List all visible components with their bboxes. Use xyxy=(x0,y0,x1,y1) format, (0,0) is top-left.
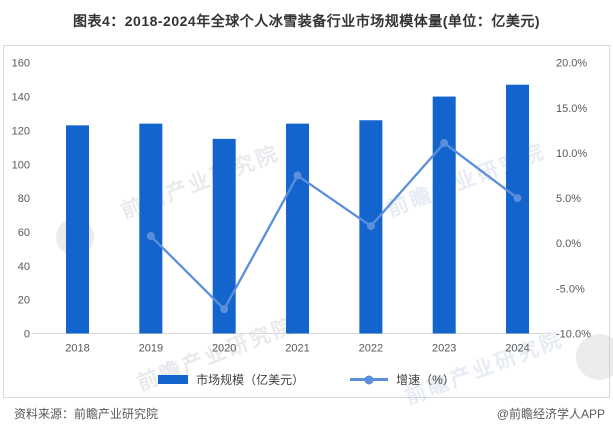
source-text: 资料来源：前瞻产业研究院 xyxy=(14,407,159,421)
bar-2023 xyxy=(432,96,456,334)
right-axis-tick: 0.0% xyxy=(556,238,581,250)
bar-2020 xyxy=(212,138,236,334)
growth-point xyxy=(146,232,155,241)
right-axis-tick: 15.0% xyxy=(556,103,587,115)
left-axis-tick: 100 xyxy=(12,159,30,171)
legend-item-growth: 增速（%） xyxy=(350,371,455,388)
right-axis-tick: 5.0% xyxy=(556,193,581,205)
left-axis-tick: 20 xyxy=(18,295,30,307)
bar-2024 xyxy=(506,84,530,334)
right-axis-tick: -10.0% xyxy=(556,329,591,341)
left-axis-tick: 60 xyxy=(18,227,30,239)
credit-text: @前瞻经济学人APP xyxy=(496,407,605,421)
bar-2021 xyxy=(286,123,310,334)
x-axis-label: 2023 xyxy=(432,343,456,355)
x-axis-label: 2021 xyxy=(285,343,309,355)
x-axis-label: 2018 xyxy=(65,343,89,355)
line-marker-dot-icon xyxy=(364,375,374,384)
growth-point xyxy=(440,139,449,148)
chart-legend: 市场规模（亿美元） 增速（%） xyxy=(4,371,609,388)
left-axis-tick: 120 xyxy=(12,125,30,137)
left-axis-tick: 40 xyxy=(18,261,30,273)
right-axis-tick: -5.0% xyxy=(556,283,585,295)
chart-svg: 0 20 40 60 80 100 120 140 160 -10.0% -5.0% 0.0% 5.0%… xyxy=(12,58,591,355)
bar-2019 xyxy=(139,123,163,334)
legend-item-market-size: 市场规模（亿美元） xyxy=(158,371,304,388)
growth-point xyxy=(366,222,375,231)
growth-point xyxy=(293,171,302,180)
bar-swatch-icon xyxy=(158,375,189,384)
footer: 资料来源：前瞻产业研究院 @前瞻经济学人APP xyxy=(14,405,605,422)
x-axis-label: 2019 xyxy=(139,343,163,355)
bar-2018 xyxy=(66,125,89,334)
left-axis-tick: 80 xyxy=(18,193,30,205)
line-swatch-icon xyxy=(350,375,389,384)
legend-label-growth: 增速（%） xyxy=(396,373,455,387)
right-axis-tick: 10.0% xyxy=(556,148,587,160)
x-axis-label: 2022 xyxy=(359,343,383,355)
x-axis-label: 2024 xyxy=(505,343,529,355)
growth-point xyxy=(220,305,229,314)
x-axis-label: 2020 xyxy=(212,343,236,355)
left-axis-tick: 140 xyxy=(12,92,30,104)
legend-label-market-size: 市场规模（亿美元） xyxy=(196,373,305,387)
left-axis-tick: 0 xyxy=(24,329,30,341)
growth-line xyxy=(149,141,519,311)
chart-title: 图表4：2018-2024年全球个人冰雪装备行业市场规模体量(单位：亿美元) xyxy=(72,13,541,29)
growth-point xyxy=(513,194,522,203)
right-axis-tick: 20.0% xyxy=(556,58,587,70)
chart-panel: 前瞻产业研究院 前瞻产业研究院 前瞻产业研究院 前瞻产业研究院 0 20 40 60 8… xyxy=(3,45,613,409)
left-axis-tick: 160 xyxy=(12,58,30,70)
